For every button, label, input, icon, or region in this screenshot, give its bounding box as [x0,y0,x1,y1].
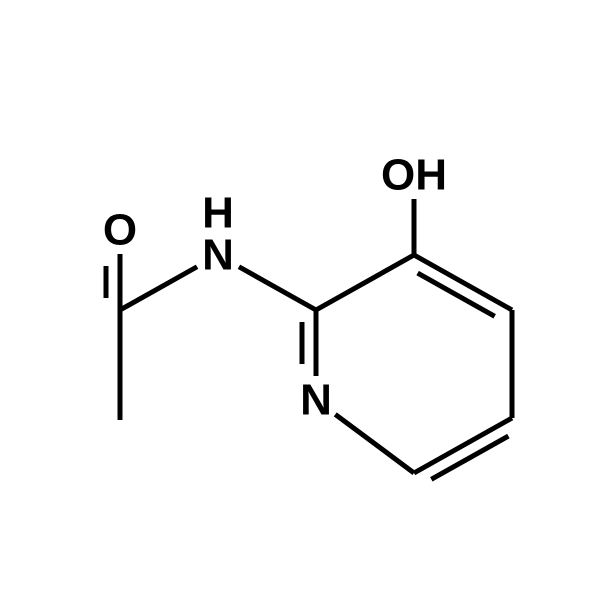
atom-label-N_amide-H: H [202,189,234,238]
bond-3 [239,267,316,310]
atom-label-N_ring: N [300,376,332,425]
bond-8-a [414,255,512,310]
atom-label-N_amide: N [202,231,234,280]
atom-label-O_hydroxy: OH [381,151,447,200]
chemical-structure-diagram: ONHNOH [0,0,600,600]
bond-2 [120,267,197,310]
bond-6-a [414,418,512,473]
bond-5 [335,414,414,473]
atom-label-O_carbonyl: O [103,206,137,255]
bond-9 [316,255,414,310]
